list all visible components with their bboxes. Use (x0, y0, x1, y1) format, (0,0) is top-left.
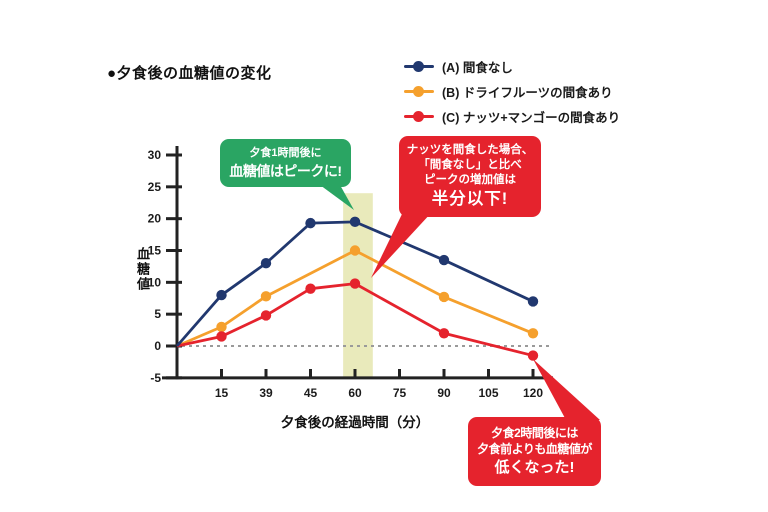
red-half-increase-callout: ナッツを間食した場合、 「間食なし」と比べ ピークの増加値は 半分以下! (399, 136, 541, 217)
x-tick-label: 60 (348, 386, 362, 400)
series-point-1 (527, 328, 539, 339)
y-tick-label: 0 (154, 339, 161, 353)
green-peak-callout: 夕食1時間後に 血糖値はピークに! (220, 139, 351, 187)
series-point-2 (438, 328, 450, 339)
red-bottom-callout-line1: 夕食2時間後には (491, 426, 578, 440)
red-bottom-callout-line3: 低くなった! (494, 459, 575, 476)
y-tick-label: -5 (150, 371, 161, 385)
y-tick-label: 10 (148, 275, 162, 289)
red-bottom-callout-tail (533, 359, 600, 420)
legend-marker-b (404, 85, 434, 98)
x-tick-label: 120 (523, 386, 543, 400)
red-top-callout-line1: ナッツを間食した場合、 (406, 144, 534, 156)
x-tick-label: 105 (478, 386, 498, 400)
green-callout-tail (320, 185, 354, 210)
dot-marker-icon (413, 86, 424, 97)
x-tick-label: 39 (259, 386, 273, 400)
series-point-2 (527, 350, 539, 361)
series-point-2 (305, 283, 316, 294)
series-point-0 (349, 216, 361, 228)
legend-marker-c (404, 110, 434, 123)
legend-item-b: (B) ドライフルーツの間食あり (404, 79, 620, 104)
chart-title: ●夕食後の血糖値の変化 (107, 65, 272, 82)
x-tick-label: 90 (437, 386, 451, 400)
green-callout-line1: 夕食1時間後に (249, 147, 322, 159)
red-top-callout-line3: ピークの増加値は (424, 174, 516, 186)
series-point-0 (216, 289, 227, 301)
x-axis-title: 夕食後の経過時間（分） (280, 415, 430, 430)
x-tick-label: 75 (393, 386, 407, 400)
y-tick-label: 25 (148, 180, 162, 194)
series-point-0 (527, 296, 539, 307)
series-point-1 (216, 321, 227, 333)
y-tick-label: 5 (154, 307, 161, 321)
series-point-2 (260, 310, 272, 321)
legend-label-c: (C) ナッツ+マンゴーの間食あり (442, 111, 621, 125)
chart-legend: (A) 間食なし (B) ドライフルーツの間食あり (C) ナッツ+マンゴーの間… (404, 54, 620, 129)
series-point-1 (438, 291, 450, 303)
legend-label-a: (A) 間食なし (442, 61, 513, 75)
series-point-0 (260, 258, 272, 269)
series-point-2 (349, 278, 361, 289)
dot-marker-icon (413, 61, 424, 72)
red-top-callout-line4: 半分以下! (431, 190, 509, 208)
legend-label-b: (B) ドライフルーツの間食あり (442, 86, 613, 100)
series-point-1 (260, 291, 272, 302)
green-callout-line2: 血糖値はピークに! (229, 163, 342, 179)
legend-item-a: (A) 間食なし (404, 54, 620, 79)
legend-marker-a (404, 60, 434, 73)
y-tick-label: 20 (148, 212, 162, 226)
x-tick-label: 45 (304, 386, 318, 400)
red-lower-than-before-callout: 夕食2時間後には 夕食前よりも血糖値が 低くなった! (468, 417, 601, 486)
series-point-0 (305, 217, 316, 229)
red-bottom-callout-line2: 夕食前よりも血糖値が (477, 442, 592, 456)
x-tick-label: 15 (215, 386, 229, 400)
series-point-2 (216, 331, 227, 342)
red-top-callout-line2: 「間食なし」と比べ (418, 159, 522, 171)
y-tick-label: 30 (148, 148, 162, 162)
y-tick-label: 15 (148, 243, 162, 257)
series-line-1 (176, 249, 534, 348)
red-top-callout-tail (371, 212, 432, 278)
legend-item-c: (C) ナッツ+マンゴーの間食あり (404, 104, 620, 129)
series-point-0 (438, 254, 450, 266)
y-axis-title: 血糖値 (135, 247, 150, 292)
dot-marker-icon (413, 111, 424, 122)
series-point-1 (349, 245, 361, 256)
